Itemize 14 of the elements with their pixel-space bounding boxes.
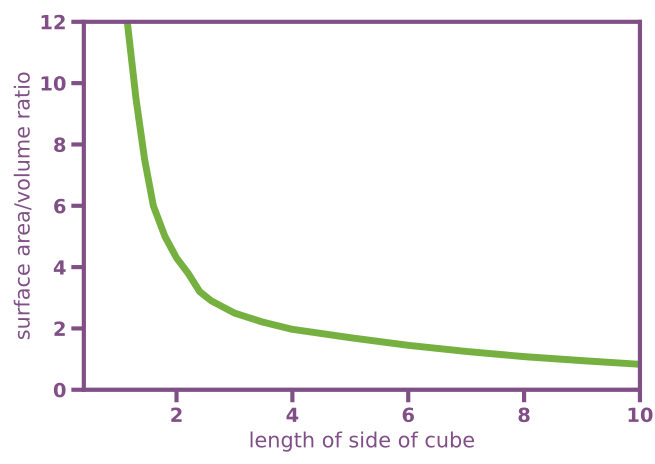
x-tick-label: 10 [628,407,653,422]
x-tick-label: 8 [518,407,530,422]
y-tick-label: 2 [54,321,65,336]
x-tick-label: 4 [286,408,298,422]
y-tick-label: 6 [54,198,66,214]
y-axis-title: surface area/volume ratio [14,72,32,340]
y-tick-label: 10 [42,76,66,91]
x-tick-label: 2 [171,407,182,422]
y-tick-label: 8 [54,137,66,152]
y-tick-label: 12 [42,14,65,30]
y-tick-label: 0 [54,382,66,398]
x-tick-label: 6 [402,407,414,422]
x-axis-title: length of side of cube [250,431,474,452]
y-tick-label: 4 [54,260,66,274]
